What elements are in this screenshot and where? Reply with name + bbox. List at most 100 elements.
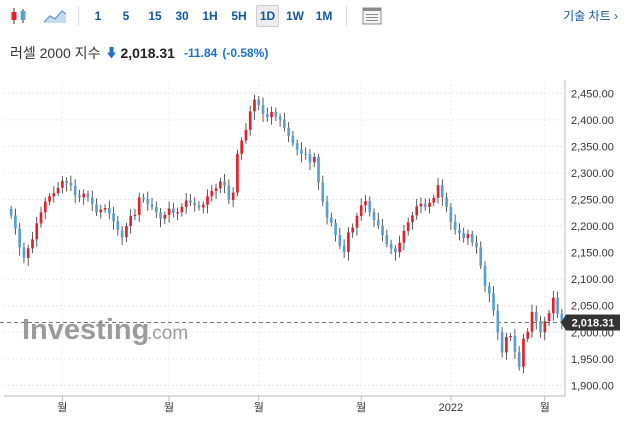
candle-body [189,200,192,203]
candle-body [146,198,150,205]
candle-body [125,226,128,238]
candle-body [441,185,444,198]
candle-body [201,204,205,208]
area-chart-icon[interactable] [42,5,68,27]
candle-body [287,127,290,136]
candle-body [385,235,389,245]
candle-body [56,187,60,194]
candle-body [479,247,483,266]
candle-body [142,197,145,199]
candle-body [543,321,547,333]
candle-body [65,180,68,184]
candle-body [517,351,521,367]
candle-body [120,230,124,238]
candle-body [253,99,256,112]
candle-body [483,265,487,287]
candle-body [347,232,350,253]
candle-body [133,214,137,217]
candle-body [500,332,504,353]
instrument-change-percent: (-0.58%) [222,46,269,60]
candle-body [265,113,269,118]
interval-5[interactable]: 5 [122,9,130,23]
candle-body [496,310,500,333]
last-price-label: 2,018.31 [572,318,615,330]
settings-panel-icon[interactable] [361,5,383,27]
candle-body [43,201,47,213]
candle-body [522,338,525,367]
instrument-header: 러셀 2000 지수 2,018.31 -11.84 (-0.58%) [10,43,268,63]
watermark-suffix: .com [147,323,188,344]
candle-body [381,225,384,236]
y-tick-label: 2,200.00 [571,221,614,233]
candle-body [351,227,354,233]
candle-body [312,157,316,163]
candle-body [509,335,512,338]
interval-1[interactable]: 1 [94,9,102,23]
last-price-tag [566,314,620,331]
candle-body [137,197,141,215]
candle-body [338,235,342,246]
candle-body [453,221,457,230]
candle-body [304,153,308,156]
price-chart[interactable]: 1,900.001,950.002,000.002,050.002,100.00… [0,80,630,425]
candle-body [274,111,278,117]
candle-body [154,206,158,213]
interval-5h[interactable]: 5H [231,9,247,23]
candlestick-chart-icon[interactable] [8,5,30,27]
candle-body [278,116,282,120]
candle-body [210,190,214,197]
candle-body [432,197,436,203]
candle-body [193,202,197,206]
candle-body [475,242,478,248]
candle-body [18,228,21,248]
candle-body [150,204,154,207]
y-tick-label: 2,400.00 [571,115,614,127]
candle-body [300,149,303,154]
toolbar-separator [346,6,347,26]
candle-body [257,99,261,105]
candle-body [560,313,564,323]
interval-1w[interactable]: 1W [286,9,304,23]
candle-body [291,135,295,144]
candle-body [342,245,346,253]
interval-30[interactable]: 30 [175,9,189,23]
candle-body [99,209,103,213]
candle-body [449,206,453,222]
y-tick-label: 2,250.00 [571,194,614,206]
candle-body [419,203,423,207]
candle-body [547,313,551,322]
y-tick-label: 2,100.00 [571,274,614,286]
candle-body [172,208,175,213]
y-tick-label: 2,150.00 [571,248,614,260]
candle-body [39,212,43,224]
candle-body [214,188,218,191]
candle-body [129,215,132,227]
candle-body [108,207,111,214]
interval-1h[interactable]: 1H [202,9,218,23]
candle-body [14,215,17,229]
x-tick-label: 2022 [439,402,463,414]
plot-area [0,80,565,396]
technical-chart-link[interactable]: 기술 차트 › [563,9,618,23]
candle-body [394,248,397,253]
candle-body [248,111,252,130]
candle-body [184,200,188,207]
candle-body [159,212,162,219]
interval-1d[interactable]: 1D [256,5,279,27]
watermark-logo: Investing [22,314,149,346]
candle-body [492,293,495,311]
candle-body [180,206,184,213]
interval-15[interactable]: 15 [148,9,162,23]
interval-1m[interactable]: 1M [315,9,333,23]
candle-body [261,104,265,114]
candle-body [325,201,329,218]
candle-body [176,212,179,214]
candle-body [86,193,90,198]
last-price-tag-pointer [561,314,566,331]
down-arrow-icon [107,47,117,59]
candle-body [167,208,171,215]
candle-body [406,222,410,231]
candle-body [415,206,419,216]
candle-body [103,207,107,210]
candle-body [270,111,273,118]
